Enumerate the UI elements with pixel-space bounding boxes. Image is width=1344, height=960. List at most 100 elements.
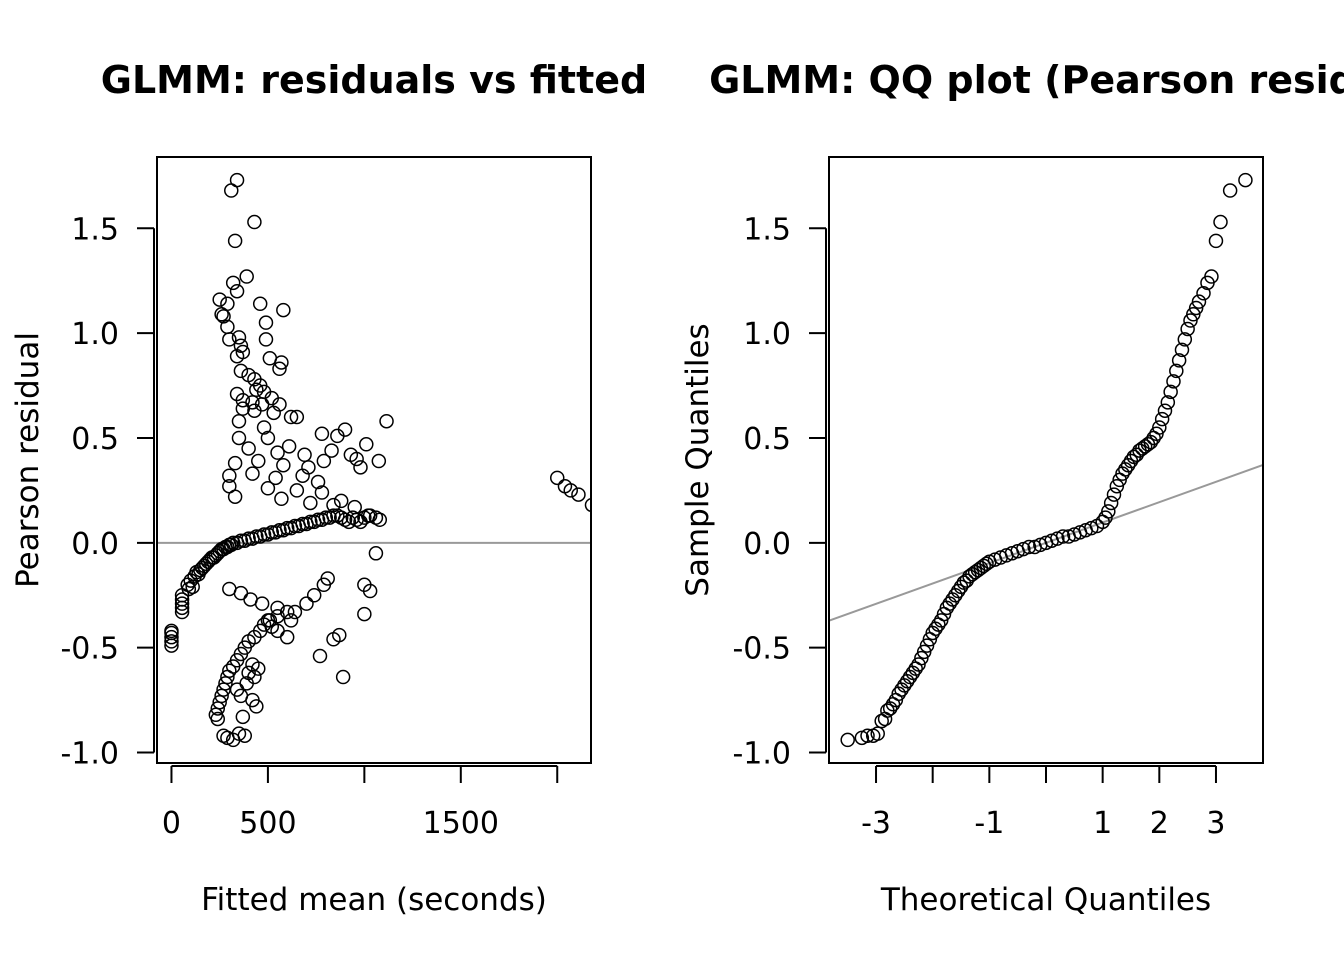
data-point	[233, 585, 249, 601]
data-point	[1208, 233, 1224, 249]
data-point	[1055, 529, 1071, 544]
data-point	[1222, 183, 1238, 198]
data-point	[979, 556, 994, 572]
data-point	[241, 441, 256, 456]
data-point	[916, 644, 932, 660]
data-point	[1238, 172, 1253, 188]
right-panel: -3 -1 1 2 3 -1.0 -0.5 0.0 0.5 1.0 1.5	[732, 156, 1264, 841]
data-point	[1163, 384, 1178, 400]
data-point	[245, 466, 260, 481]
x-axis-tick-label: 1	[1093, 806, 1112, 841]
y-axis-tick-label: 1.0	[71, 317, 119, 352]
data-point	[247, 214, 262, 230]
data-point	[264, 619, 280, 634]
data-point	[911, 657, 926, 672]
data-point	[289, 409, 305, 425]
y-axis-tick-label: 0.0	[71, 527, 119, 562]
data-point	[318, 510, 334, 525]
data-point	[312, 648, 328, 664]
data-point	[231, 430, 247, 446]
data-point	[333, 493, 349, 509]
data-point	[235, 709, 251, 725]
data-point	[335, 669, 351, 685]
data-point	[233, 363, 249, 379]
data-point	[185, 579, 200, 595]
data-point	[256, 420, 272, 435]
data-point	[1109, 478, 1125, 494]
data-point	[326, 632, 341, 647]
data-point	[1169, 363, 1184, 379]
data-point	[341, 514, 357, 530]
data-point	[229, 172, 245, 188]
data-point	[252, 296, 268, 312]
data-point	[330, 428, 345, 444]
data-point	[919, 638, 935, 653]
data-point	[379, 413, 394, 429]
x-axis-tick-label: 2	[1150, 806, 1169, 841]
y-axis-tick-label: 0.5	[743, 422, 791, 457]
data-point	[314, 426, 330, 442]
data-point	[362, 508, 378, 523]
data-point	[306, 587, 322, 603]
data-point	[210, 701, 226, 716]
data-point	[324, 443, 339, 458]
data-point	[299, 596, 314, 611]
data-point	[303, 514, 318, 530]
data-point	[1098, 510, 1113, 525]
data-point	[235, 401, 251, 416]
data-point	[279, 520, 295, 536]
data-point	[1149, 426, 1164, 442]
data-point	[216, 309, 231, 324]
data-point	[279, 629, 295, 645]
data-point	[224, 537, 239, 553]
data-point	[258, 332, 274, 347]
data-point	[1103, 495, 1119, 511]
data-point	[251, 661, 266, 676]
data-point	[174, 592, 190, 607]
data-point	[233, 338, 249, 353]
data-point	[1186, 307, 1201, 322]
data-point	[231, 330, 247, 345]
data-point	[1101, 504, 1116, 519]
data-point	[347, 499, 362, 515]
data-point	[1174, 342, 1190, 358]
data-point	[371, 453, 387, 469]
data-point	[372, 512, 388, 528]
data-point	[227, 489, 243, 504]
data-point	[164, 623, 179, 639]
data-point	[295, 516, 310, 532]
data-point	[229, 283, 245, 299]
data-point	[279, 604, 295, 620]
data-point	[270, 600, 285, 616]
data-point	[258, 315, 274, 330]
data-point	[247, 403, 262, 418]
data-point	[227, 455, 243, 471]
data-point	[164, 634, 179, 649]
data-point	[1160, 395, 1176, 410]
data-point	[1166, 374, 1181, 389]
y-axis-tick-label: 1.5	[743, 212, 791, 247]
data-point	[326, 497, 341, 513]
data-point	[320, 571, 335, 586]
data-point	[272, 361, 287, 377]
x-axis-tick-label: 3	[1206, 806, 1225, 841]
data-point	[933, 613, 949, 628]
data-point	[310, 512, 326, 528]
data-point	[210, 711, 226, 727]
plot-area	[829, 172, 1263, 748]
data-point	[1188, 300, 1204, 316]
left-chart-title: GLMM: residuals vs fitted	[101, 58, 647, 102]
x-axis-tick-label: -1	[974, 806, 1004, 841]
data-point	[272, 522, 287, 538]
data-point	[840, 732, 855, 748]
data-point	[359, 437, 374, 452]
data-point	[362, 583, 378, 599]
data-point	[1180, 321, 1195, 337]
data-point	[1183, 313, 1198, 328]
data-point	[584, 497, 591, 513]
data-point	[274, 491, 289, 507]
data-point	[260, 481, 276, 496]
data-point	[264, 525, 280, 540]
right-chart-title: GLMM: QQ plot (Pearson residu	[709, 58, 1344, 102]
data-point	[164, 629, 179, 645]
